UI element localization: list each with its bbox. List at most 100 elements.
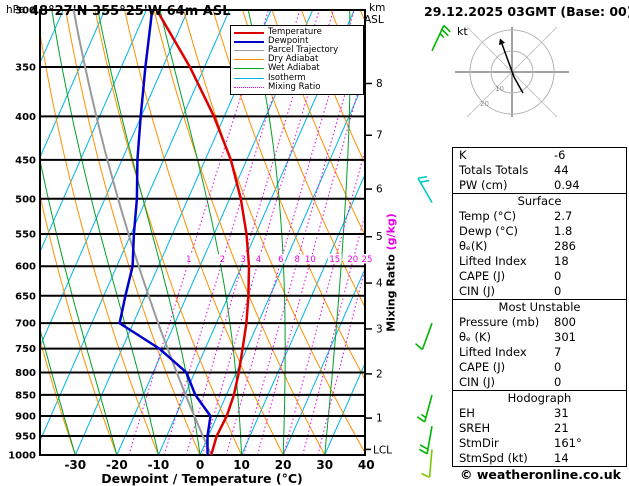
altitude-axis-unit-asl: ASL [364,14,384,26]
legend-label: Parcel Trajectory [268,45,339,56]
mixing-ratio-axis-label: Mixing Ratio (g/kg) [385,207,398,339]
stats-section: Most Unstable Pressure (mb) 800 θₑ (K) 301 Li… [453,299,626,390]
hodograph: 10 20 [455,26,569,118]
stat-value: 0.94 [554,178,580,192]
km-ticks: 8 7 6 5 4 3 2 1 LCL [365,78,392,456]
stat-label: θₑ(K) [459,239,488,253]
svg-text:850: 850 [15,390,36,401]
hodograph-ring-label: 10 [495,85,504,93]
lcl-label: LCL [373,444,392,456]
stat-value: 0 [554,284,562,298]
stat-label: StmSpd (kt) [459,451,528,465]
stats-section-header: Surface [517,194,562,208]
stat-row: CAPE (J) 0 [453,360,626,375]
km-tick-label: 5 [376,231,383,243]
stats-section: Surface Temp (°C) 2.7 Dewp (°C) 1.8 θₑ(K) 286 L… [453,193,626,299]
stat-value: 44 [554,163,569,177]
legend-line-sample [234,68,264,70]
svg-text:500: 500 [15,194,36,205]
stat-row: CIN (J) 0 [453,284,626,299]
sounding-lines [72,10,251,455]
stat-row: θₑ(K) 286 [453,239,626,254]
svg-text:950: 950 [15,432,36,443]
stat-value: 161° [554,436,582,450]
stat-row: Temp (°C) 2.7 [453,209,626,224]
stat-label: PW (cm) [459,178,508,192]
altitude-axis-unit-km: km [369,2,386,14]
stat-value: 21 [554,421,569,435]
km-tick-label: 8 [376,78,383,90]
stat-value: 2.7 [554,209,573,223]
wind-barb [431,24,451,52]
svg-text:600: 600 [15,262,36,273]
stat-label: Pressure (mb) [459,315,540,329]
svg-text:750: 750 [15,344,36,355]
pressure-tick-labels: 300 350 400 450 500 550 600 650 700 750 800 850 900 9… [8,6,36,462]
svg-text:8: 8 [295,255,300,265]
hodograph-trace [501,43,524,94]
stat-row: EH 31 [453,406,626,421]
stat-row: Pressure (mb) 800 [453,315,626,330]
stat-row: Lifted Index 18 [453,254,626,269]
svg-text:900: 900 [15,412,36,423]
legend-item: Temperature [234,28,363,37]
hodograph-ring [490,50,534,94]
plot-frame [39,9,366,456]
stat-value: 14 [554,451,569,465]
svg-text:800: 800 [15,368,36,379]
legend-line-sample [234,31,264,34]
km-tick-label: 7 [376,130,383,142]
stat-row: PW (cm) 0.94 [453,178,626,193]
svg-text:350: 350 [15,62,36,73]
hodograph-arrow [498,38,506,46]
stat-label: θₑ (K) [459,330,492,344]
svg-text:1: 1 [186,255,191,265]
stat-row: StmSpd (kt) 14 [453,451,626,466]
svg-text:20: 20 [347,255,358,265]
stat-label: Dewp (°C) [459,224,519,238]
stat-label: CIN (J) [459,284,496,298]
svg-text:30: 30 [316,458,333,472]
hodograph-ring [469,29,555,115]
stats-section-header: Most Unstable [498,300,581,314]
wind-barb [421,449,433,479]
km-tick-label: 4 [376,278,383,290]
stat-label: K [459,148,467,162]
stat-value: 7 [554,345,562,359]
chart-legend: Temperature Dewpoint Parcel Trajectory Dry … [230,25,364,95]
stat-row: Totals Totals 44 [453,163,626,178]
legend-line-sample [234,40,264,43]
mixing-ratio-axis-label-text: Mixing Ratio [384,254,398,332]
wind-barb [418,426,433,455]
stat-row: θₑ (K) 301 [453,330,626,345]
stat-label: Lifted Index [459,345,527,359]
km-tick-label: 6 [376,184,383,196]
wind-barbs [415,24,451,479]
stat-row: Lifted Index 7 [453,345,626,360]
svg-text:3: 3 [240,255,245,265]
svg-text:2: 2 [220,255,225,265]
wind-barb [417,175,433,203]
stat-label: CIN (J) [459,375,496,389]
pressure-axis-unit: hPa [6,4,25,16]
wind-barb [416,394,433,423]
stats-section-header: Hodograph [507,391,572,405]
stat-label: StmDir [459,436,499,450]
stat-value: 0 [554,360,562,374]
legend-item: Mixing Ratio [234,82,363,92]
stat-value: -6 [554,148,566,162]
svg-text:700: 700 [15,319,36,330]
stat-row: K -6 [453,148,626,163]
km-tick-label: 2 [376,368,383,380]
stat-row: Dewp (°C) 1.8 [453,224,626,239]
legend-label: Dry Adiabat [268,54,319,65]
svg-text:15: 15 [329,255,340,265]
stat-value: 0 [554,375,562,389]
km-tick-label: 3 [376,323,383,335]
stat-value: 31 [554,406,569,420]
svg-text:0: 0 [196,458,204,472]
hodograph-ring-label: 20 [480,100,489,108]
stat-value: 800 [554,315,576,329]
